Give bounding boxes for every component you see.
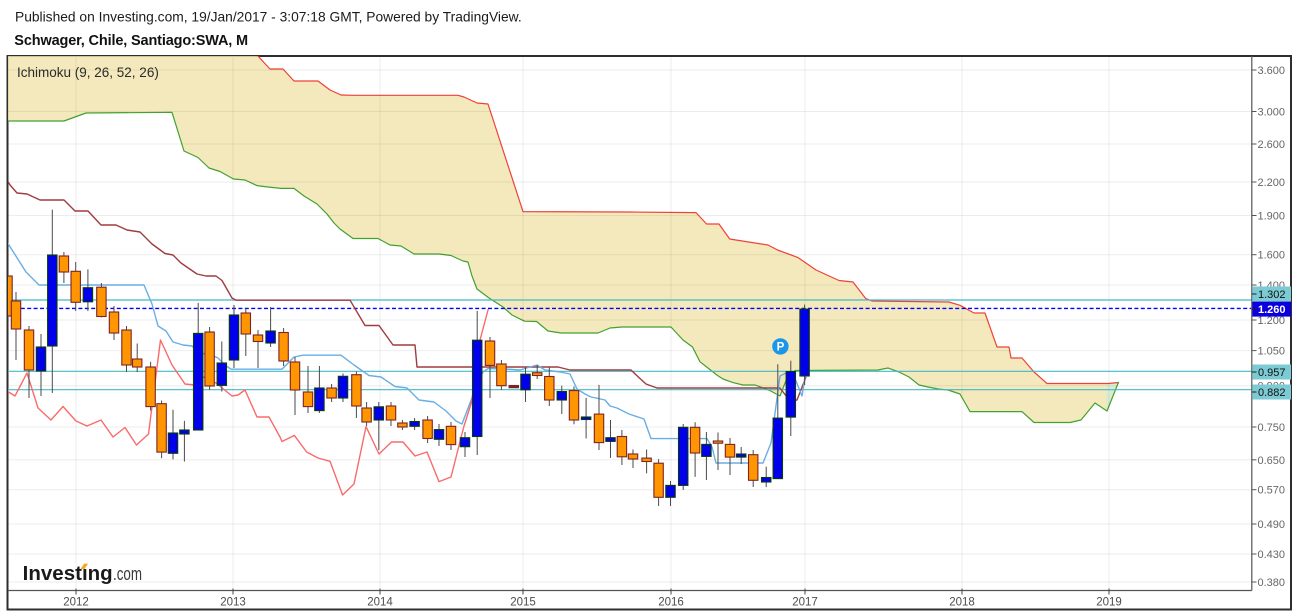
svg-text:1.050: 1.050 (1258, 346, 1286, 358)
svg-text:0.380: 0.380 (1258, 577, 1286, 589)
svg-text:2.600: 2.600 (1258, 139, 1286, 151)
svg-text:0.957: 0.957 (1258, 367, 1286, 379)
svg-text:Ichimoku (9, 26, 52, 26): Ichimoku (9, 26, 52, 26) (17, 65, 159, 80)
svg-text:0.650: 0.650 (1258, 455, 1286, 467)
svg-text:2.200: 2.200 (1258, 177, 1286, 189)
svg-text:0.882: 0.882 (1258, 387, 1286, 399)
svg-text:1.302: 1.302 (1258, 289, 1286, 301)
svg-text:1.260: 1.260 (1258, 304, 1286, 316)
svg-text:1.600: 1.600 (1258, 250, 1286, 262)
svg-text:1.900: 1.900 (1258, 211, 1286, 223)
svg-text:Investıng: Investıng (23, 563, 113, 585)
svg-text:2019: 2019 (1096, 597, 1122, 609)
svg-text:2013: 2013 (220, 597, 246, 609)
svg-text:0.570: 0.570 (1258, 485, 1286, 497)
svg-text:2012: 2012 (63, 597, 89, 609)
svg-text:2018: 2018 (949, 597, 975, 609)
svg-text:3.600: 3.600 (1258, 65, 1286, 77)
svg-text:Published on Investing.com, 19: Published on Investing.com, 19/Jan/2017 … (15, 10, 522, 25)
svg-text:2016: 2016 (658, 597, 684, 609)
svg-text:0.430: 0.430 (1258, 549, 1286, 561)
svg-text:2014: 2014 (367, 597, 393, 609)
svg-text:3.000: 3.000 (1258, 107, 1286, 119)
svg-text:0.750: 0.750 (1258, 422, 1286, 434)
svg-text:P: P (777, 342, 785, 354)
svg-text:2017: 2017 (792, 597, 818, 609)
svg-text:.com: .com (113, 564, 142, 584)
svg-text:0.490: 0.490 (1258, 519, 1286, 531)
svg-text:2015: 2015 (510, 597, 536, 609)
svg-text:1.200: 1.200 (1258, 315, 1286, 327)
svg-text:Schwager, Chile, Santiago:SWA,: Schwager, Chile, Santiago:SWA, M (14, 33, 248, 49)
